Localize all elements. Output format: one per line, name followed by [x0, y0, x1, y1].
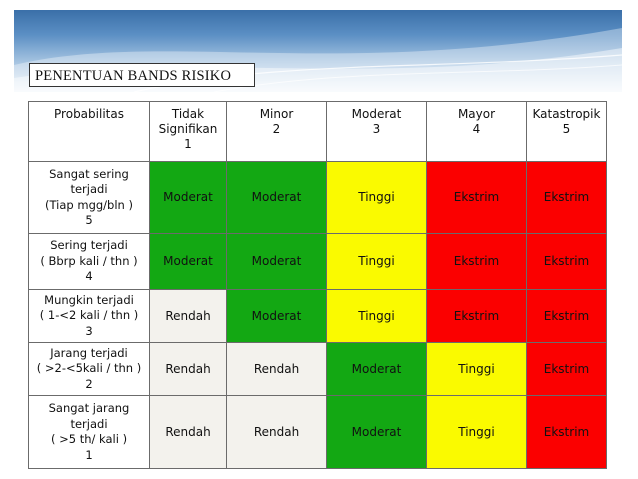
risk-cell: Ekstrim: [526, 161, 607, 234]
header-impact-text: 3: [372, 122, 381, 136]
probability-text: ( >2-<5kali / thn ): [36, 361, 142, 376]
risk-cell: Moderat: [326, 395, 427, 469]
risk-cell: Rendah: [226, 395, 327, 469]
risk-cell: Ekstrim: [526, 395, 607, 469]
risk-cell: Rendah: [149, 395, 227, 469]
header-probabilitas: Probabilitas: [28, 101, 150, 162]
risk-cell: Tinggi: [426, 395, 527, 469]
probability-text: 2: [85, 376, 93, 391]
risk-cell: Tinggi: [326, 289, 427, 343]
probability-text: ( >5 th/ kali ): [50, 432, 128, 446]
table-row: Jarang terjadi( >2-<5kali / thn ) 2 Rendah…: [28, 342, 607, 396]
header-impact-text: Mayor: [457, 107, 496, 121]
probability-text: (Tiap mgg/bln ): [45, 197, 133, 212]
risk-cell: Ekstrim: [526, 342, 607, 396]
risk-cell: Rendah: [226, 342, 327, 396]
probability-text: Mungkin terjadi: [44, 292, 134, 307]
risk-cell: Moderat: [226, 161, 327, 234]
probability-text: ( Bbrp kali / thn ): [40, 253, 138, 268]
probability-label: Jarang terjadi( >2-<5kali / thn ) 2: [28, 342, 150, 396]
header-impact-text: Tidak: [171, 107, 205, 121]
header-impact-4: Mayor 4: [426, 101, 527, 162]
header-impact-1: Tidak Signifikan 1: [149, 101, 227, 162]
risk-cell: Rendah: [149, 342, 227, 396]
header-impact-text: Signifikan: [158, 122, 218, 136]
header-row: Probabilitas Tidak Signifikan 1 Minor 2 Modera…: [28, 101, 607, 162]
table-row: Sering terjadi( Bbrp kali / thn ) 4 Modera…: [28, 233, 607, 290]
probability-label: Sering terjadi( Bbrp kali / thn ) 4: [28, 233, 150, 290]
risk-cell: Ekstrim: [426, 289, 527, 343]
risk-cell: Ekstrim: [426, 233, 527, 290]
risk-cell: Tinggi: [426, 342, 527, 396]
header-probabilitas-label: Probabilitas: [54, 107, 124, 121]
probability-text: Sering terjadi: [50, 238, 128, 253]
table-row: Sangat jarang terjadi( >5 th/ kali ) 1 Rend…: [28, 395, 607, 469]
header-impact-text: 2: [272, 122, 281, 136]
probability-text: ( 1-<2 kali / thn ): [39, 308, 139, 323]
header-impact-3: Moderat 3: [326, 101, 427, 162]
risk-cell: Moderat: [226, 289, 327, 343]
risk-cell: Moderat: [226, 233, 327, 290]
header-impact-text: Minor: [259, 107, 294, 121]
slide-title: PENENTUAN BANDS RISIKO: [29, 63, 255, 87]
probability-text: Sangat jarang: [48, 401, 130, 415]
risk-cell: Tinggi: [326, 161, 427, 234]
header-impact-text: Katastropik: [532, 107, 601, 121]
probability-text: 4: [85, 269, 93, 284]
probability-text: terjadi: [70, 182, 108, 196]
risk-cell: Moderat: [149, 233, 227, 290]
risk-cell: Ekstrim: [426, 161, 527, 234]
probability-label: Sangat jarang terjadi( >5 th/ kali ) 1: [28, 395, 150, 469]
probability-text: 1: [85, 447, 93, 462]
header-impact-text: 5: [562, 122, 571, 136]
risk-cell: Ekstrim: [526, 233, 607, 290]
probability-text: Sangat sering: [49, 166, 129, 181]
header-impact-5: Katastropik 5: [526, 101, 607, 162]
probability-label: Mungkin terjadi( 1-<2 kali / thn ) 3: [28, 289, 150, 343]
table-row: Sangat sering terjadi (Tiap mgg/bln ) 5 Mode…: [28, 161, 607, 234]
risk-cell: Moderat: [149, 161, 227, 234]
risk-cell: Rendah: [149, 289, 227, 343]
risk-cell: Moderat: [326, 342, 427, 396]
risk-cell: Tinggi: [326, 233, 427, 290]
probability-text: terjadi: [70, 416, 108, 431]
probability-text: 3: [85, 323, 93, 338]
probability-label: Sangat sering terjadi (Tiap mgg/bln ) 5: [28, 161, 150, 234]
header-impact-text: 1: [184, 137, 192, 151]
header-impact-text: Moderat: [351, 107, 402, 121]
risk-matrix-table: Probabilitas Tidak Signifikan 1 Minor 2 Modera…: [28, 101, 607, 469]
table-row: Mungkin terjadi( 1-<2 kali / thn ) 3 Renda…: [28, 289, 607, 343]
header-impact-2: Minor 2: [226, 101, 327, 162]
risk-cell: Ekstrim: [526, 289, 607, 343]
probability-text: Jarang terjadi: [50, 345, 128, 360]
header-impact-text: 4: [472, 122, 481, 136]
probability-text: 5: [85, 213, 93, 227]
